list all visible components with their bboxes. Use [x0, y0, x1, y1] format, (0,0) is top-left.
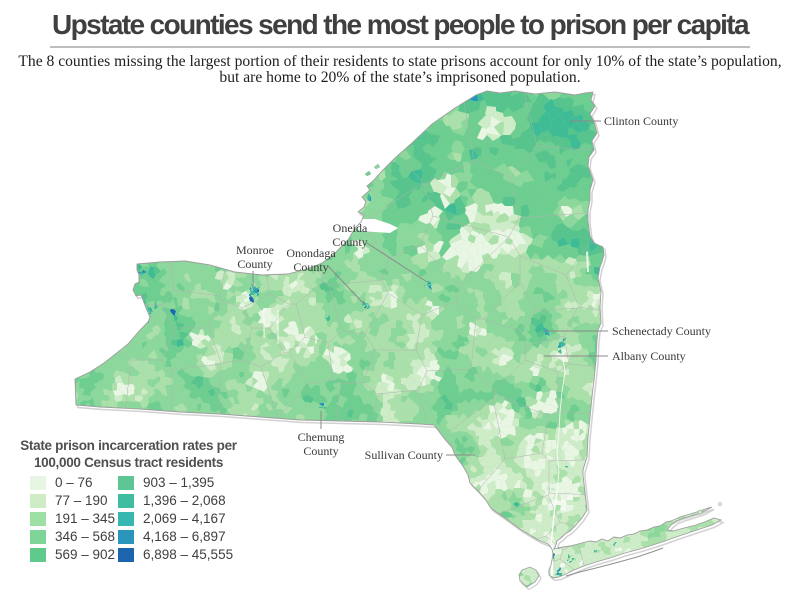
svg-text:Onondaga: Onondaga [286, 246, 336, 260]
svg-text:County: County [293, 260, 328, 274]
svg-text:County: County [303, 444, 338, 458]
svg-text:Chemung: Chemung [298, 430, 345, 444]
svg-text:Clinton County: Clinton County [604, 114, 678, 128]
svg-text:County: County [332, 235, 367, 249]
svg-text:Monroe: Monroe [236, 243, 274, 257]
svg-text:Albany County: Albany County [612, 349, 686, 363]
svg-text:Schenectady County: Schenectady County [612, 324, 711, 338]
svg-text:County: County [237, 257, 272, 271]
svg-text:Oneida: Oneida [333, 221, 368, 235]
svg-text:Sullivan County: Sullivan County [365, 448, 443, 462]
